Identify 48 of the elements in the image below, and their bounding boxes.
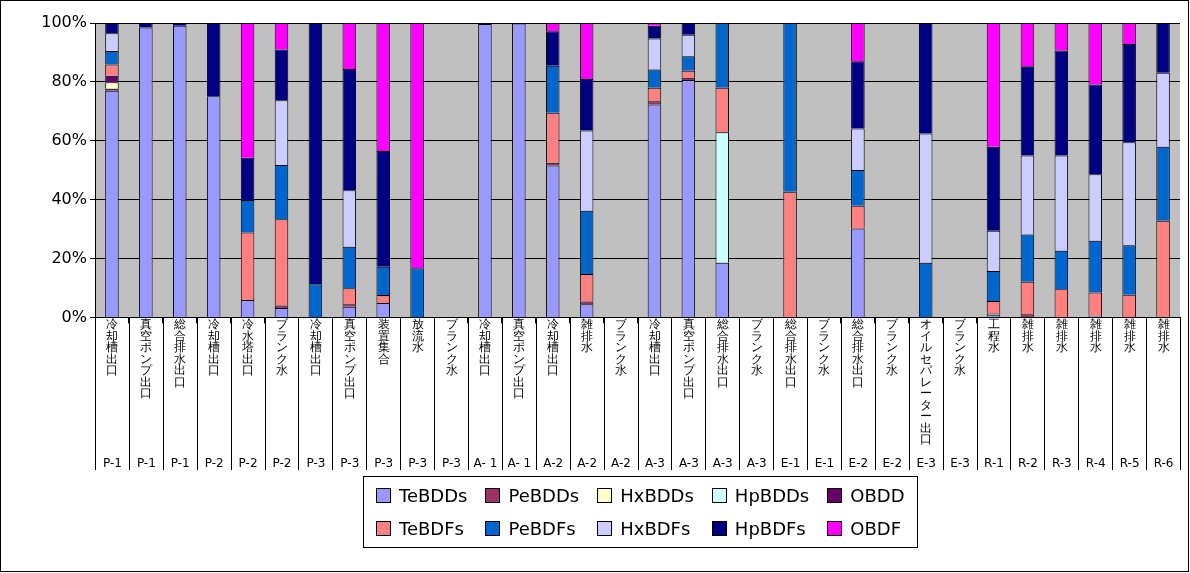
legend-label: OBDF bbox=[850, 518, 901, 539]
category-label: 総合排水出口 E-1 bbox=[780, 317, 801, 470]
legend-label: PeBDFs bbox=[508, 518, 576, 539]
category-label: オイルセパレーター出口 E-3 bbox=[916, 317, 936, 470]
category-label: ブランク水 A-3 bbox=[746, 317, 767, 470]
category-label: 雑排水 R-2 bbox=[1018, 317, 1038, 470]
category-label: ブランク水 P-2 bbox=[272, 317, 292, 470]
y-tick-label: 20% bbox=[51, 247, 87, 267]
category-label: 総合排水出口 E-2 bbox=[848, 317, 869, 470]
category-label: 真空ポンプ出口 A- 1 bbox=[507, 317, 532, 470]
category-label: 雑排水 R-4 bbox=[1085, 317, 1106, 470]
category-label: 総合排水出口 P-1 bbox=[170, 317, 190, 470]
y-tick-label: 0% bbox=[61, 306, 87, 326]
legend-label: HxBDFs bbox=[620, 518, 691, 539]
legend-label: PeBDDs bbox=[508, 485, 580, 506]
category-label: 雑排水 R-3 bbox=[1051, 317, 1072, 470]
category-label: 雑排水 R-5 bbox=[1119, 317, 1140, 470]
category-label: 総合排水出口 A-3 bbox=[712, 317, 733, 470]
category-label: 工程水 R-1 bbox=[984, 317, 1004, 470]
category-label: ブランク水 A-2 bbox=[611, 317, 631, 470]
y-tick-label: 80% bbox=[51, 71, 87, 91]
category-label: ブランク水 P-3 bbox=[442, 317, 461, 470]
category-label: 真空ポンプ出口 A-3 bbox=[678, 317, 699, 470]
category-label: ブランク水 E-3 bbox=[950, 317, 970, 470]
category-label: ブランク水 E-2 bbox=[882, 317, 903, 470]
category-label: 雑排水 R-6 bbox=[1153, 317, 1174, 470]
legend-label: OBDD bbox=[850, 485, 905, 506]
y-tick-label: 40% bbox=[51, 188, 87, 208]
category-label: 冷却槽出口 A-2 bbox=[543, 317, 564, 470]
category-label: 冷却槽出口 P-2 bbox=[204, 317, 224, 470]
legend-label: HxBDDs bbox=[620, 485, 694, 506]
category-label: 冷却槽出口 A-3 bbox=[644, 317, 665, 470]
category-label: 冷却槽出口 P-3 bbox=[306, 317, 326, 470]
legend-label: HpBDDs bbox=[734, 485, 810, 506]
category-label: 冷却槽出口 P-1 bbox=[102, 317, 122, 470]
category-label: 冷却槽出口 A- 1 bbox=[473, 317, 498, 470]
category-label: 真空ポンプ出口 P-3 bbox=[340, 317, 360, 470]
legend-label: TeBDDs bbox=[399, 485, 468, 506]
category-label: 放流水 P-3 bbox=[408, 317, 428, 470]
category-label: 真空ポンプ出口 P-1 bbox=[136, 317, 156, 470]
category-label: 雑排水 A-2 bbox=[577, 317, 598, 470]
legend-label: HpBDFs bbox=[734, 518, 806, 539]
y-tick-label: 60% bbox=[51, 129, 87, 149]
y-tick-label: 100% bbox=[41, 12, 87, 32]
legend-label: TeBDFs bbox=[399, 518, 464, 539]
category-label: 装置集合 P-3 bbox=[374, 317, 394, 470]
category-label: 冷水塔出口 P-2 bbox=[238, 317, 258, 470]
category-label: ブランク水 E-1 bbox=[814, 317, 835, 470]
